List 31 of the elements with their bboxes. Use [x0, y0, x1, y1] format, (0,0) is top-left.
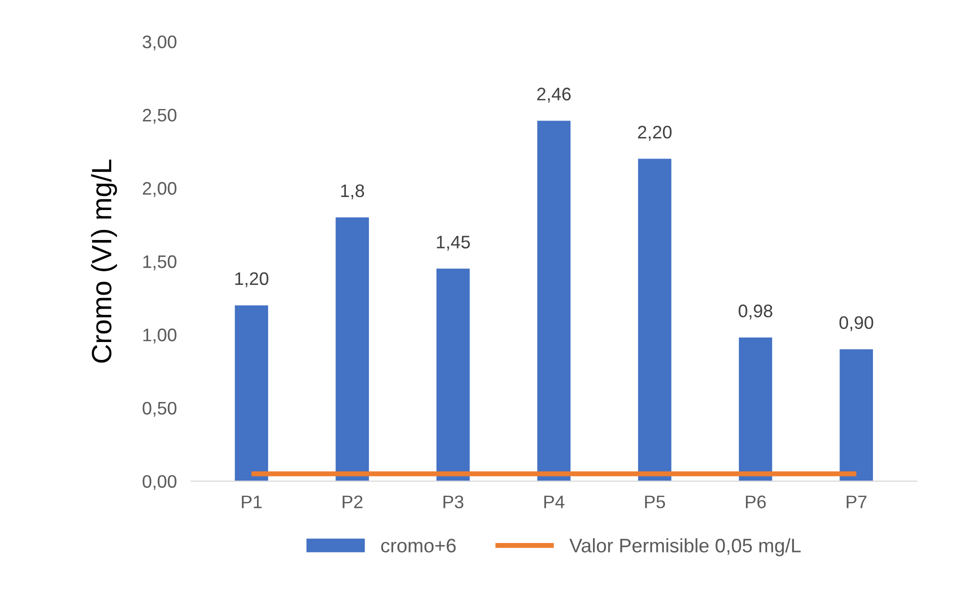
x-tick-label: P1	[242, 496, 262, 508]
bar	[537, 120, 571, 482]
x-tick-label: P2	[342, 496, 362, 508]
data-label: 2,46	[537, 88, 571, 103]
bar	[840, 349, 873, 482]
y-tick-label: 2,00	[142, 182, 176, 197]
data-label: 0,98	[738, 304, 772, 320]
data-label: 0,90	[839, 316, 874, 332]
y-tick-label: 0,00	[142, 475, 176, 490]
y-tick-label: 0,50	[142, 402, 176, 417]
data-label: 1,8	[341, 184, 364, 200]
x-tick-label: P5	[645, 496, 665, 508]
y-tick-label: 1,00	[143, 328, 176, 344]
legend-label: Valor Permisible 0,05 mg/L	[569, 538, 801, 556]
x-tick-label: P6	[746, 496, 766, 508]
legend-label: cromo+6	[381, 538, 456, 552]
bar	[336, 217, 369, 482]
x-tick-label: P7	[846, 496, 866, 508]
data-label: 1,20	[235, 272, 268, 288]
y-axis-title: Cromo (VI) mg/L	[91, 160, 117, 363]
y-tick-label: 3,00	[142, 36, 176, 50]
x-tick-label: P3	[444, 496, 464, 508]
x-tick-label: P4	[544, 496, 564, 508]
data-label: 1,45	[436, 236, 470, 251]
bar	[638, 158, 672, 482]
bar	[436, 268, 470, 482]
data-label: 2,20	[638, 126, 672, 141]
bar	[738, 338, 772, 482]
y-tick-label: 1,50	[143, 255, 176, 270]
y-tick-label: 2,50	[142, 108, 176, 124]
bar	[234, 305, 268, 482]
